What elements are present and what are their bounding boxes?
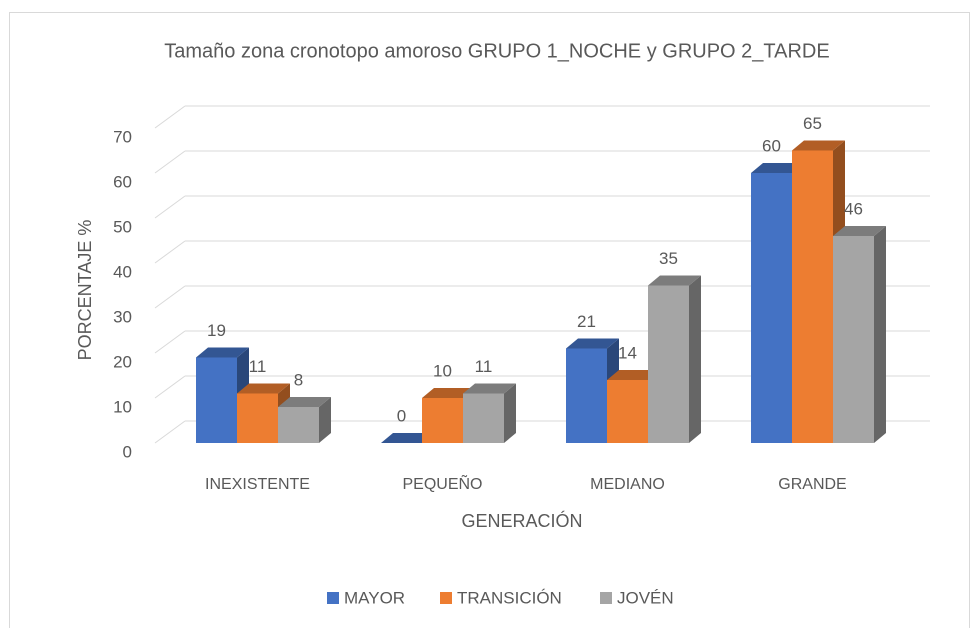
bar	[422, 398, 463, 443]
data-label: 14	[618, 343, 637, 362]
bar-side	[319, 397, 331, 443]
bar-top	[607, 370, 660, 380]
bar-top	[833, 226, 886, 236]
data-label: 60	[762, 136, 781, 155]
y-tick-label: 30	[113, 307, 132, 326]
legend-label: TRANSICIÓN	[457, 588, 562, 607]
bar	[566, 348, 607, 443]
legend-swatch	[440, 592, 452, 604]
data-label: 10	[433, 361, 452, 380]
bar	[196, 357, 237, 443]
y-tick-label: 10	[113, 397, 132, 416]
data-label: 46	[844, 199, 863, 218]
data-label: 0	[397, 406, 406, 425]
legend-swatch	[600, 592, 612, 604]
y-tick-label: 60	[113, 172, 132, 191]
grid-line	[154, 240, 186, 264]
x-tick-label: MEDIANO	[590, 476, 665, 493]
data-label: 8	[294, 370, 303, 389]
y-tick-label: 50	[113, 217, 132, 236]
bar-top	[196, 347, 249, 358]
bar-top	[463, 383, 516, 394]
x-tick-label: GRANDE	[778, 476, 846, 493]
x-tick-label: INEXISTENTE	[205, 476, 310, 493]
legend-label: MAYOR	[344, 588, 405, 607]
bar-top	[648, 275, 701, 286]
grid-line	[154, 420, 186, 444]
data-label: 19	[207, 321, 226, 340]
data-label: 11	[249, 357, 267, 376]
bar	[833, 236, 874, 443]
y-tick-label: 40	[113, 262, 132, 281]
grid-line	[154, 195, 186, 219]
bar-top	[237, 383, 290, 394]
bar-side	[874, 226, 886, 443]
y-axis-title: PORCENTAJE %	[75, 220, 95, 361]
grid-line	[154, 375, 186, 399]
bar	[278, 407, 319, 443]
bar-top	[751, 163, 804, 173]
data-label: 21	[577, 312, 596, 331]
bar	[237, 393, 278, 443]
y-tick-label: 70	[113, 127, 132, 146]
grid-line	[154, 285, 186, 309]
bar-side	[689, 275, 701, 443]
grid-line	[154, 330, 186, 354]
legend-swatch	[327, 592, 339, 604]
bar	[792, 150, 833, 443]
x-tick-label: PEQUEÑO	[402, 473, 482, 493]
x-axis-title: GENERACIÓN	[461, 510, 582, 531]
grid-line	[154, 105, 186, 129]
y-tick-label: 20	[113, 352, 132, 371]
bar	[648, 285, 689, 443]
bar-top	[278, 397, 331, 407]
bar-top	[381, 433, 434, 443]
data-label: 65	[803, 114, 822, 133]
data-label: 35	[659, 249, 678, 268]
bar	[607, 380, 648, 443]
y-tick-label: 0	[123, 442, 132, 461]
bar-top	[792, 140, 845, 151]
bar-top	[566, 338, 619, 349]
grid-line	[154, 150, 186, 174]
bar-side	[504, 383, 516, 443]
chart-title: Tamaño zona cronotopo amoroso GRUPO 1_NO…	[164, 40, 829, 62]
bar-top	[422, 388, 475, 398]
legend-label: JOVÉN	[617, 588, 674, 607]
data-label: 11	[475, 357, 493, 376]
bar	[463, 393, 504, 443]
bar	[751, 173, 792, 443]
